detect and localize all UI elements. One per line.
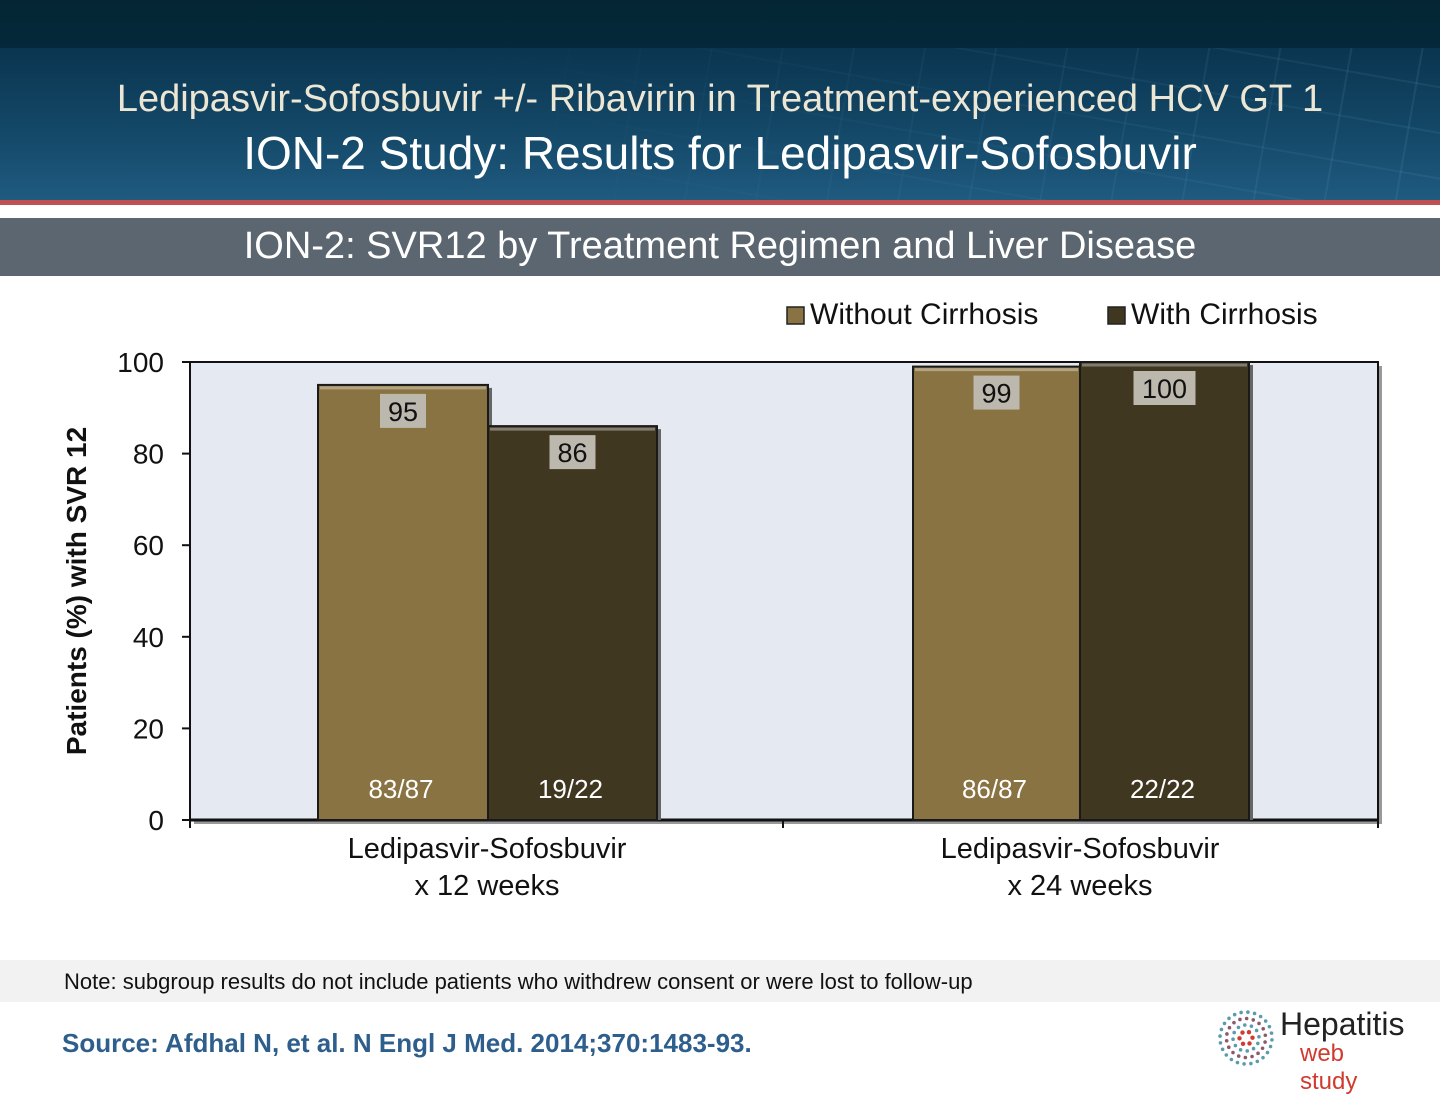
logo-text-2: web study [1300,1040,1358,1095]
bar-without-cirrhosis [912,365,1081,822]
bar-with-cirrhosis [487,425,658,821]
y-tick-label: 80 [133,439,164,470]
x-category-label: x 24 weeks [1007,870,1152,902]
data-label: 100 [1142,374,1187,404]
divider [0,200,1440,205]
title-line1: Ledipasvir-Sofosbuvir +/- Ribavirin in T… [116,78,1324,120]
y-tick-label: 60 [133,530,164,561]
data-label: 86 [557,438,587,468]
data-label-box [1133,371,1196,405]
x-category-label: Ledipasvir-Sofosbuvir [348,833,627,865]
footnote: Note: subgroup results do not include pa… [0,960,1440,1002]
data-label-box [549,435,596,470]
data-label: 95 [388,397,418,427]
y-tick-label: 100 [117,347,164,378]
y-tick-label: 40 [133,622,164,653]
x-category-label: Ledipasvir-Sofosbuvir [941,833,1220,865]
y-tick-label: 20 [133,713,164,744]
source-citation: Source: Afdhal N, et al. N Engl J Med. 2… [62,1028,752,1058]
count-label: 22/22 [1130,774,1195,804]
title-line2: ION-2 Study: Results for Ledipasvir-Sofo… [243,127,1197,179]
count-label: 86/87 [962,774,1027,804]
y-axis-label: Patients (%) with SVR 12 [61,427,92,755]
legend-swatch [1107,306,1126,325]
header-banner: Ledipasvir-Sofosbuvir +/- Ribavirin in T… [0,0,1440,200]
data-label-box [973,375,1020,410]
legend-label: With Cirrhosis [1131,298,1318,331]
count-label: 83/87 [368,774,433,804]
legend-label: Without Cirrhosis [810,298,1038,331]
data-label: 99 [981,379,1011,409]
count-label: 19/22 [538,774,603,804]
data-label-box [380,393,426,428]
dots-logo-icon [1218,1010,1274,1066]
chart-subtitle: ION-2: SVR12 by Treatment Regimen and Li… [0,218,1440,276]
logo-text-1: Hepatitis [1280,1006,1405,1042]
y-tick-label: 0 [148,805,164,836]
bar-chart: 0 20 40 60 80 100 Patients (%) with SVR 12 Ledi… [61,298,1382,902]
bar-without-cirrhosis [317,383,489,822]
x-category-label: x 12 weeks [414,870,559,902]
bar-with-cirrhosis [1079,361,1250,821]
legend-swatch [786,306,805,325]
